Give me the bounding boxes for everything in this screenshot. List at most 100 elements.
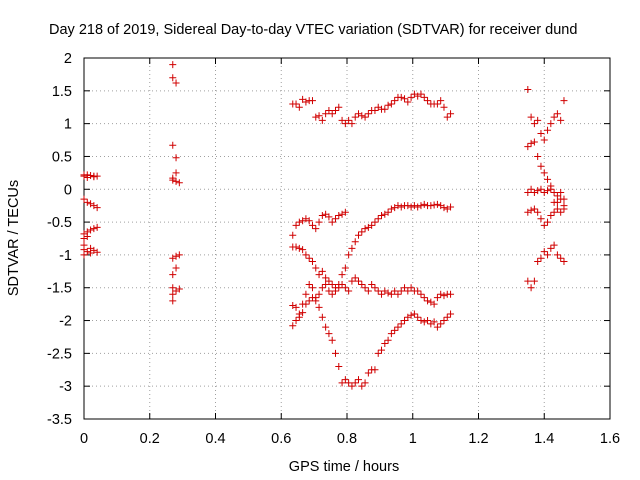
grid [84,58,610,419]
data-point [322,274,330,282]
data-point [384,336,392,344]
data-point [553,205,561,213]
data-point [378,290,386,298]
data-points [80,61,568,390]
data-point [80,241,88,249]
data-point [328,290,336,298]
data-point [553,198,561,206]
data-point [312,297,320,305]
data-point [305,280,313,288]
data-point [443,113,451,121]
data-point [328,218,336,226]
x-axis-label: GPS time / hours [289,459,399,475]
data-point [351,238,359,246]
data-point [387,100,395,108]
data-point [427,202,435,210]
data-point [348,382,356,390]
data-point [83,171,91,179]
x-tick-label: 1.6 [600,431,620,447]
data-point [527,139,535,147]
data-point [394,290,402,298]
data-point [355,231,363,239]
data-point [524,86,532,94]
data-point [420,294,428,302]
data-point [93,172,101,180]
data-point [292,243,300,251]
data-point [527,206,535,214]
data-point [391,97,399,105]
data-point [318,116,326,124]
data-point [331,215,339,223]
data-point [417,90,425,98]
data-point [440,317,448,325]
data-point [537,185,545,193]
data-point [169,297,177,305]
data-point [433,200,441,208]
data-point [325,330,333,338]
data-point [335,212,343,220]
data-point [437,320,445,328]
data-point [447,110,455,118]
data-point [172,252,180,260]
y-tick-label: -1.5 [47,281,72,297]
data-point [433,294,441,302]
data-point [368,221,376,229]
data-point [424,297,432,305]
data-point [325,213,333,221]
x-tick-labels: 0 0.2 0.4 0.6 0.8 1 1.2 1.4 1.6 [80,431,620,447]
data-point [420,318,428,326]
data-point [407,203,415,211]
data-point [544,251,552,259]
data-point [341,264,349,272]
data-point [374,349,382,357]
data-point [361,379,369,387]
data-point [355,376,363,384]
data-point [387,330,395,338]
data-point [295,103,303,111]
data-point [560,195,568,203]
data-point [169,290,177,298]
data-point [530,120,538,128]
data-point [308,284,316,292]
data-point [410,202,418,210]
data-point [87,171,95,179]
data-point [540,169,548,177]
y-axis-label: SDTVAR / TECUs [6,180,22,296]
data-point [443,313,451,321]
data-point [308,257,316,265]
data-point [315,112,323,120]
data-point [305,217,313,225]
y-tick-label: 1 [64,117,72,133]
data-point [537,254,545,262]
data-point [295,244,303,252]
data-point [391,287,399,295]
data-point [544,175,552,183]
data-point [401,284,409,292]
data-point [550,113,558,121]
data-point [295,313,303,321]
data-point [302,251,310,259]
data-point [172,154,180,162]
data-point [175,179,183,187]
data-point [325,107,333,115]
data-point [328,110,336,118]
data-point [540,248,548,256]
data-point [315,290,323,298]
data-point [544,126,552,134]
data-point [557,254,565,262]
data-point [325,277,333,285]
y-tick-label: -1 [59,248,72,264]
data-point [410,310,418,318]
data-point [534,187,542,195]
data-point [401,95,409,103]
data-point [371,218,379,226]
data-point [381,340,389,348]
data-point [424,97,432,105]
data-point [557,208,565,216]
data-point [530,138,538,146]
y-tick-label: 0.5 [52,149,72,165]
data-point [345,287,353,295]
data-point [292,100,300,108]
data-point [315,271,323,279]
data-point [80,251,88,259]
